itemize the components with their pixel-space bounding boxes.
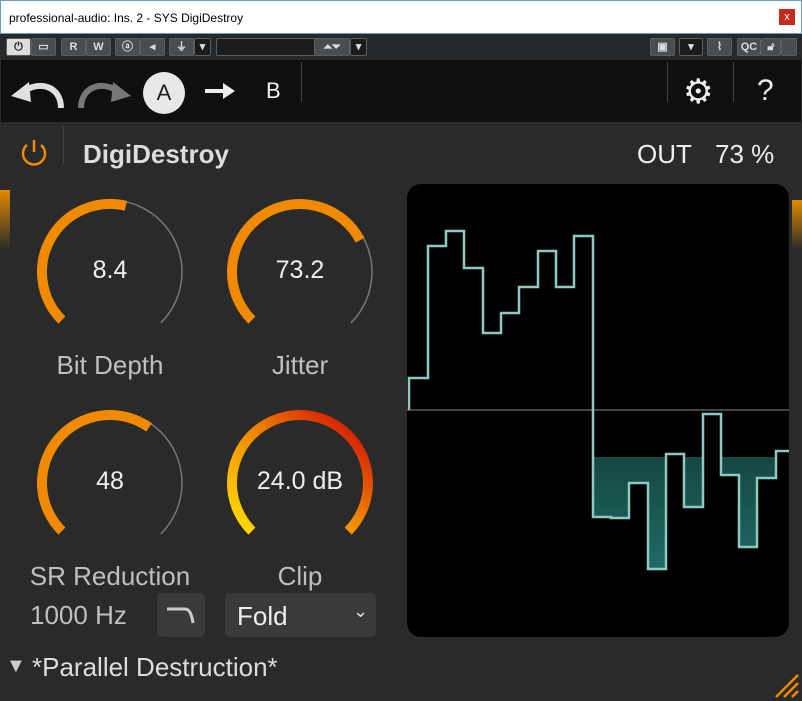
preset-prev-next[interactable]: ⏶⏷ [314, 38, 350, 56]
write-button[interactable]: W [86, 38, 111, 56]
left-edge-accent [0, 190, 10, 250]
sr-frequency: 1000 Hz [30, 600, 127, 630]
preset-dropdown[interactable]: ▾ [350, 38, 367, 56]
bit-depth-label: Bit Depth [56, 350, 164, 380]
right-edge-accent [792, 200, 802, 250]
lowpass-filter-icon [167, 607, 195, 624]
deactivate-button[interactable]: ▭ [31, 38, 56, 56]
title-bar: professional-audio: Ins. 2 - SYS DigiDes… [0, 0, 802, 34]
jitter-value: 73.2 [275, 256, 325, 284]
redo-icon[interactable] [75, 74, 133, 110]
read-button[interactable]: R [61, 38, 86, 56]
out-label: OUT [637, 139, 692, 169]
extra-dropdown[interactable]: ▾ [679, 38, 703, 56]
preset-b-button[interactable]: B [266, 78, 281, 103]
qc-button[interactable]: QC [737, 38, 761, 56]
out-value[interactable]: 73 % [715, 139, 775, 169]
sidechain-dropdown[interactable]: ▾ [194, 38, 211, 56]
bypass-button[interactable]: ⏻ [6, 38, 31, 56]
clip-value: 24.0 dB [256, 467, 344, 495]
clip-mode-selected: Fold [237, 601, 288, 631]
sr-reduction-label: SR Reduction [29, 561, 191, 591]
plugin-nav: B ⚙ ? [1, 60, 801, 122]
jitter-label: Jitter [271, 350, 329, 380]
clip-mode-dropdown[interactable]: Fold ⌄ [225, 593, 376, 637]
chevron-down-icon: ⌄ [353, 601, 369, 621]
sr-reduction-knob-value-arc[interactable] [37, 410, 152, 535]
jitter-knob-value-arc[interactable] [227, 199, 365, 324]
host-toolbar: ⏻ ▭ R W ⓐ ◂ ⏚ ▾ ⏶⏷ ▾ ▣ ▾ ⌇ QC 🔓︎ [1, 34, 801, 60]
resize-handle-icon[interactable] [770, 669, 800, 699]
compare-button[interactable]: ⓐ [115, 38, 140, 56]
preset-a-button[interactable]: A [143, 72, 185, 114]
settings-gear-icon[interactable]: ⚙ [683, 73, 714, 111]
snapshot-icon[interactable]: ▣ [650, 38, 675, 56]
lock-icon[interactable]: 🔓︎ [761, 38, 781, 56]
help-button[interactable]: ? [757, 74, 774, 107]
bit-depth-knob-value-arc[interactable] [37, 199, 128, 324]
extra-button[interactable] [781, 38, 797, 56]
bit-depth-value: 8.4 [92, 256, 128, 284]
power-icon[interactable] [18, 136, 50, 168]
clip-knob-value-arc[interactable] [227, 410, 373, 535]
window-title: professional-audio: Ins. 2 - SYS DigiDes… [9, 11, 244, 25]
waveform-display [407, 184, 789, 637]
clip-label: Clip [277, 561, 323, 591]
plugin-name: DigiDestroy [83, 139, 229, 169]
knobs-layer [37, 199, 373, 535]
preset-menu-triangle-icon[interactable]: ▼ [6, 655, 26, 677]
activity-icon[interactable]: ⌇ [707, 38, 732, 56]
sr-reduction-value: 48 [96, 467, 124, 495]
waveform-graph [407, 229, 789, 571]
close-button[interactable]: x [779, 9, 795, 25]
undo-icon[interactable] [9, 74, 67, 110]
copy-arrow-button[interactable]: ◂ [140, 38, 165, 56]
preset-name[interactable]: *Parallel Destruction* [32, 652, 278, 682]
sidechain-button[interactable]: ⏚ [169, 38, 194, 56]
copy-a-to-b-icon[interactable] [203, 80, 237, 102]
filter-toggle-button[interactable] [157, 593, 205, 637]
